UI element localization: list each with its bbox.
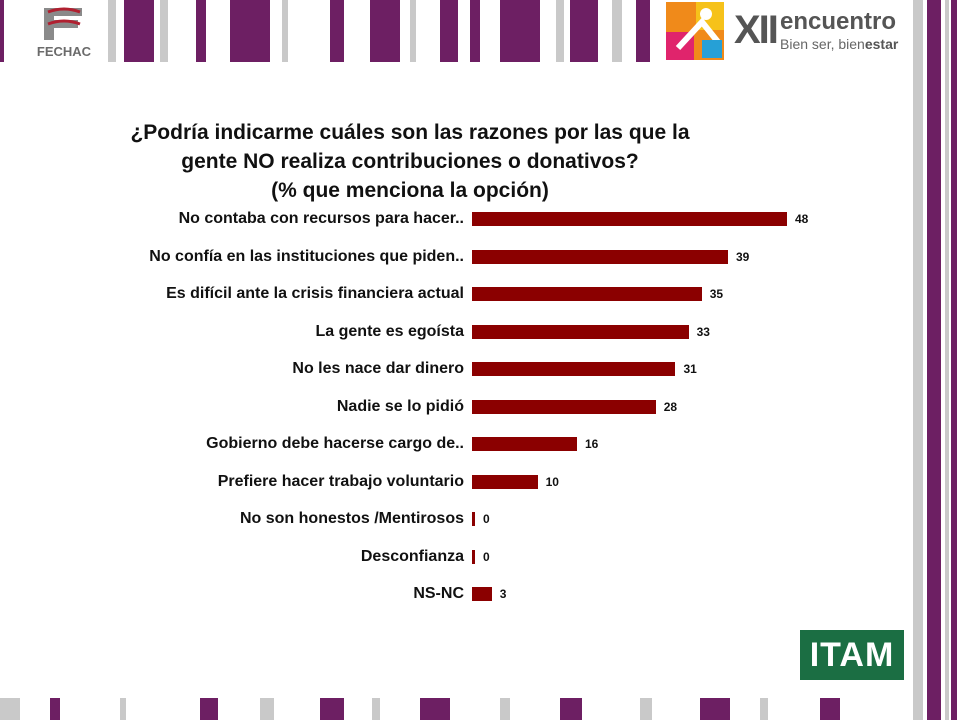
category-label: No confía en las instituciones que piden… — [149, 247, 464, 265]
category-label: Gobierno debe hacerse cargo de.. — [206, 435, 464, 452]
data-label: 3 — [499, 587, 507, 601]
top-stripe — [124, 0, 154, 62]
top-stripe — [160, 0, 168, 62]
category-label: La gente es egoísta — [315, 322, 465, 340]
data-label: 33 — [696, 324, 710, 339]
bar — [472, 587, 492, 601]
bar — [472, 287, 702, 301]
bottom-stripe — [372, 698, 380, 720]
category-label: No son honestos /Mentirosos — [239, 510, 464, 527]
itam-logo: ITAM — [800, 630, 904, 680]
category-label: Es difícil ante la crisis financiera act… — [166, 285, 464, 302]
chart-title: ¿Podría indicarme cuáles son las razones… — [130, 121, 690, 202]
right-stripe — [913, 0, 923, 720]
category-label: Desconfianza — [360, 547, 464, 565]
top-stripe — [196, 0, 206, 62]
bottom-stripe — [120, 698, 126, 720]
encuentro-logo: XII encuentro Bien ser, bienestar — [664, 0, 908, 62]
category-label: No contaba con recursos para hacer.. — [178, 210, 464, 227]
encuentro-roman-numeral: XII — [734, 8, 779, 52]
top-stripe — [636, 0, 650, 62]
bottom-stripe — [640, 698, 652, 720]
bottom-stripe — [760, 698, 768, 720]
encuentro-figure-icon — [666, 2, 724, 60]
right-stripe — [945, 0, 949, 720]
top-stripe — [570, 0, 598, 62]
category-label: Prefiere hacer trabajo voluntario — [217, 472, 464, 490]
right-stripe — [927, 0, 941, 720]
bottom-stripe — [200, 698, 218, 720]
top-stripe — [556, 0, 564, 62]
data-label: 48 — [795, 212, 809, 226]
category-labels: No contaba con recursos para hacer.. No c… — [60, 205, 464, 625]
bottom-stripe — [500, 698, 510, 720]
fechac-logo: FECHAC — [28, 2, 100, 60]
fechac-logo-text: FECHAC — [36, 44, 92, 59]
fechac-mark-icon — [44, 7, 82, 40]
bar — [472, 324, 689, 339]
bar — [472, 549, 475, 564]
bar — [472, 212, 787, 226]
bar — [472, 474, 538, 489]
bar — [472, 249, 728, 264]
bottom-stripe — [700, 698, 730, 720]
top-stripe — [230, 0, 270, 62]
data-label: 0 — [483, 549, 490, 564]
bottom-stripe — [50, 698, 60, 720]
bottom-stripe — [0, 698, 20, 720]
right-stripe-band — [905, 0, 960, 720]
top-stripe-band — [0, 0, 960, 62]
bottom-stripe — [260, 698, 274, 720]
bottom-stripe — [820, 698, 840, 720]
data-label: 16 — [585, 437, 599, 451]
bottom-stripe-band — [0, 698, 960, 720]
bar-chart: No contaba con recursos para hacer.. No c… — [0, 205, 905, 625]
bar — [472, 437, 577, 451]
data-label: 39 — [735, 249, 750, 264]
top-stripe — [0, 0, 4, 62]
top-stripe — [108, 0, 116, 62]
top-stripe — [612, 0, 622, 62]
data-label: 0 — [483, 512, 490, 526]
bottom-stripe — [320, 698, 344, 720]
data-label: 35 — [709, 287, 724, 301]
bar — [472, 362, 676, 376]
data-label: 28 — [663, 399, 678, 414]
data-label: 31 — [683, 362, 697, 376]
category-label: No les nace dar dinero — [292, 360, 464, 377]
encuentro-tagline: Bien ser, bienestar — [780, 36, 899, 52]
top-stripe — [500, 0, 540, 62]
bar-area: 48 39 35 33 31 28 16 10 0 0 3 — [472, 205, 892, 625]
top-stripe — [282, 0, 288, 62]
bottom-stripe — [420, 698, 450, 720]
right-stripe — [951, 0, 957, 720]
category-label: Nadie se lo pidió — [336, 397, 464, 415]
top-stripe — [470, 0, 480, 62]
encuentro-word: encuentro — [780, 8, 897, 35]
bottom-stripe — [560, 698, 582, 720]
top-stripe — [440, 0, 458, 62]
top-stripe — [370, 0, 400, 62]
bar — [472, 399, 656, 414]
category-label: NS-NC — [413, 585, 464, 602]
top-stripe — [330, 0, 344, 62]
top-stripe — [410, 0, 416, 62]
bar — [472, 512, 475, 526]
data-label: 10 — [545, 474, 559, 489]
